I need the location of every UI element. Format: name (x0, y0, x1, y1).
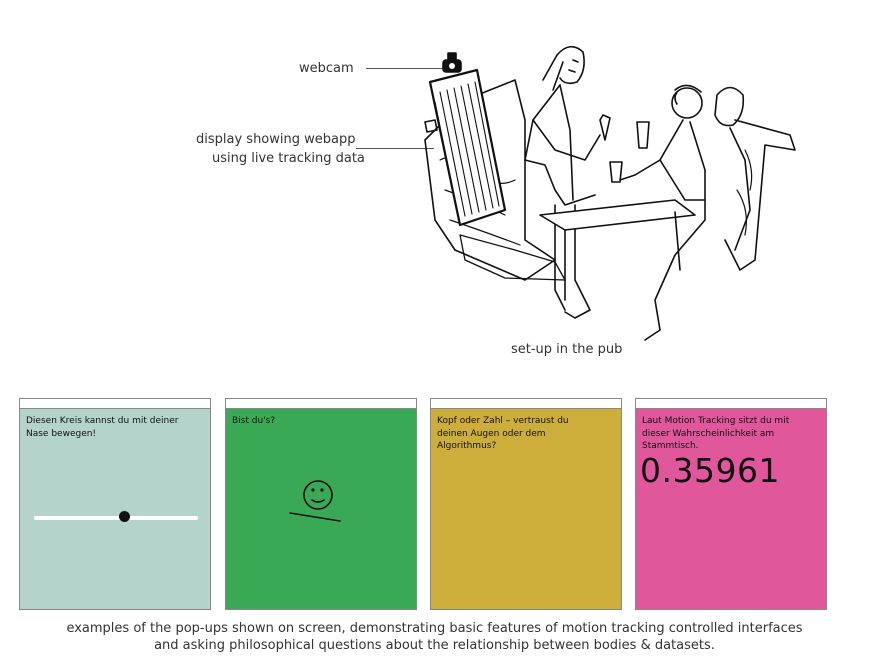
popup-text: Kopf oder Zahl – vertraust du deinen Aug… (437, 416, 569, 451)
webcam-leader-line (366, 68, 446, 69)
pub-table (539, 199, 696, 231)
caption: examples of the pop-ups shown on screen,… (0, 620, 869, 654)
display-label-line2: using live tracking data (212, 151, 365, 166)
pub-scene-illustration (424, 45, 796, 341)
display-leader-line (356, 148, 434, 149)
popup-text: Diesen Kreis kannst du mit deiner Nase b… (26, 416, 179, 439)
popup-titlebar (431, 399, 621, 409)
popup-body: Bist du's? (226, 409, 416, 609)
caption-line1: examples of the pop-ups shown on screen,… (66, 621, 803, 636)
popup-face-check: Bist du's? (225, 398, 417, 610)
display-screen (428, 68, 507, 227)
popup-nose-slider: Diesen Kreis kannst du mit deiner Nase b… (19, 398, 211, 610)
popup-body: Kopf oder Zahl – vertraust du deinen Aug… (431, 409, 621, 609)
popup-text: Bist du's? (232, 416, 276, 426)
display-label-line1: display showing webapp (196, 132, 356, 147)
left-bench (424, 79, 556, 281)
popup-titlebar (226, 399, 416, 409)
slider-track[interactable] (34, 516, 198, 520)
smiley-face-icon (289, 480, 341, 522)
standing-person (524, 45, 611, 319)
popup-text: Laut Motion Tracking sitzt du mit dieser… (642, 416, 790, 451)
caption-line2: and asking philosophical questions about… (154, 638, 715, 653)
popup-titlebar (636, 399, 826, 409)
popup-body: Diesen Kreis kannst du mit deiner Nase b… (20, 409, 210, 609)
webcam-label: webcam (299, 61, 354, 76)
probability-value: 0.35961 (640, 451, 780, 490)
right-bench (724, 119, 796, 271)
popup-probability: Laut Motion Tracking sitzt du mit dieser… (635, 398, 827, 610)
popup-body: Laut Motion Tracking sitzt du mit dieser… (636, 409, 826, 609)
slider-knob[interactable] (118, 511, 130, 522)
seated-person-front (619, 84, 706, 341)
setup-label: set-up in the pub (511, 342, 623, 357)
popup-titlebar (20, 399, 210, 409)
seated-person-back (714, 86, 751, 251)
popup-heads-or-tails: Kopf oder Zahl – vertraust du deinen Aug… (430, 398, 622, 610)
